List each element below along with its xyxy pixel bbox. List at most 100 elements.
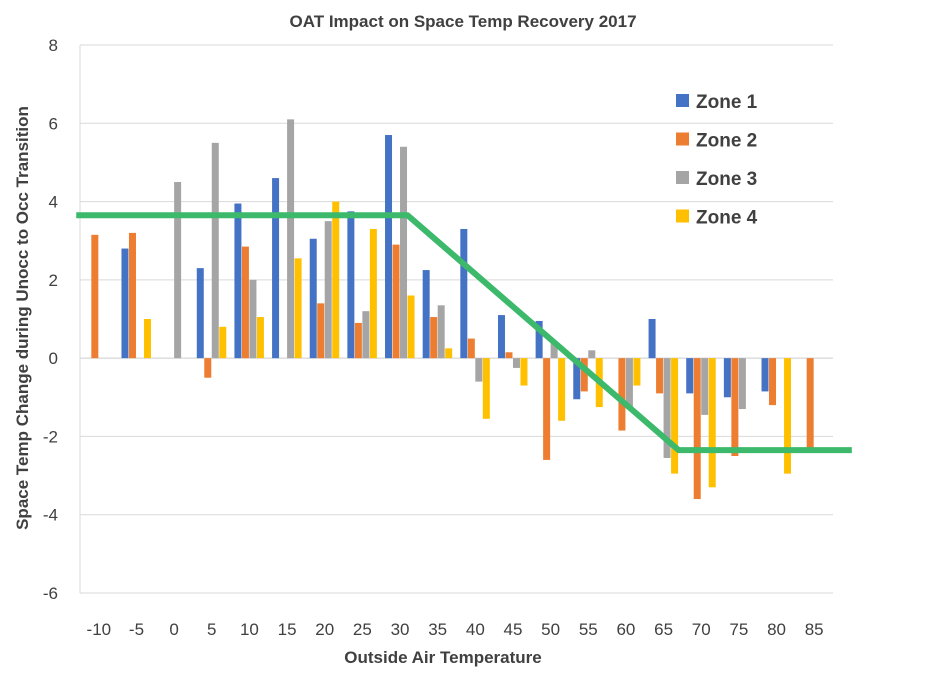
bar-zone-4-15 [294,258,302,359]
bar-zone-3-75 [738,358,746,410]
bar-zone-1-55 [573,358,581,400]
bar-zone-2-60 [618,358,626,431]
chart-title: OAT Impact on Space Temp Recovery 2017 [289,12,636,31]
x-tick-label: 25 [353,620,372,639]
y-tick-label: -2 [43,427,58,446]
y-tick-label: 6 [49,114,58,133]
x-tick-label: 55 [579,620,598,639]
x-tick-label: 75 [729,620,748,639]
x-tick-label: 30 [391,620,410,639]
bar-zone-1-65 [648,319,656,359]
bar-zone-1-15 [272,178,280,359]
bar-zone-2-65 [656,358,664,394]
x-tick-label: 40 [466,620,485,639]
x-tick-label: -5 [129,620,144,639]
bar-zone-3-70 [701,358,709,415]
bar-zone-2-80 [769,358,777,406]
bar-zone-1-30 [385,135,393,359]
x-tick-label: -10 [87,620,112,639]
bar-zone-4--5 [143,319,151,359]
bar-zone-3-65 [663,358,671,458]
x-tick-label: 45 [504,620,523,639]
trend-line [76,212,852,454]
bar-zone-4-80 [784,358,792,474]
bar-zone-3-5 [211,142,219,359]
bar-zone-2-35 [430,317,438,359]
bar-zone-2--5 [128,232,136,359]
x-tick-label: 85 [805,620,824,639]
y-tick-label: 0 [49,349,58,368]
bar-zone-2-10 [241,246,249,359]
legend-label: Zone 3 [696,169,757,190]
x-tick-label: 65 [654,620,673,639]
x-tick-label: 15 [278,620,297,639]
bar-zone-2-40 [467,338,475,359]
bar-zone-2-20 [317,303,325,359]
bar-zone-2-50 [543,358,551,460]
bar-zone-4-35 [445,348,453,359]
bar-zone-1-25 [347,211,355,359]
legend-swatch [676,171,689,184]
bar-zone-4-65 [671,358,679,474]
y-tick-label: -6 [43,584,58,603]
legend-label: Zone 4 [696,208,758,229]
bar-zone-3-45 [512,358,520,368]
bar-zone-1-10 [234,203,242,359]
legend-swatch [676,94,689,107]
legend-swatch [676,209,689,223]
bar-zone-1-80 [761,358,769,392]
bar-zone-2-75 [731,358,739,456]
x-tick-label: 70 [692,620,711,639]
bar-zone-2-25 [354,322,362,359]
bar-zone-3-55 [588,350,596,359]
legend-label: Zone 1 [696,92,758,113]
bar-zone-2-70 [693,358,701,500]
x-axis-label: Outside Air Temperature [344,648,541,667]
bar-zone-1-70 [686,358,694,394]
bar-zone-4-5 [219,326,227,359]
x-tick-label: 35 [428,620,447,639]
x-tick-label: 80 [767,620,786,639]
bar-zone-3-15 [287,119,295,359]
x-tick-label: 5 [207,620,216,639]
bar-zone-2--10 [91,234,99,359]
bar-zone-2-30 [392,244,400,359]
bar-zone-4-70 [708,358,716,488]
bar-zone-2-85 [806,358,814,449]
bar-zone-4-45 [520,358,528,386]
bar-zone-3-0 [174,182,182,359]
x-tick-label: 0 [169,620,178,639]
bar-zone-2-55 [580,358,588,392]
bar-zone-3-50 [550,342,558,359]
y-tick-label: 8 [49,36,58,55]
bar-zone-1-45 [497,315,505,359]
bar-zone-3-40 [475,358,483,382]
bar-zone-3-20 [324,221,332,359]
y-tick-label: 2 [49,271,58,290]
bar-zone-3-10 [249,279,257,359]
legend-label: Zone 2 [696,131,757,152]
y-axis-label: Space Temp Change during Unocc to Occ Tr… [13,106,32,530]
x-tick-label: 20 [315,620,334,639]
y-tick-label: -4 [43,506,58,525]
bar-zone-3-60 [625,358,633,408]
bar-zone-4-10 [256,317,264,359]
y-tick-label: 4 [49,193,58,212]
bar-zone-2-45 [505,352,513,359]
legend-swatch [676,132,689,146]
bar-zone-4-20 [332,201,340,359]
bar-zone-1--5 [121,248,129,359]
bar-zone-1-40 [460,228,468,359]
x-tick-label: 10 [240,620,259,639]
bar-zone-1-75 [723,358,731,398]
bar-zone-1-35 [422,270,430,359]
x-tick-label: 50 [541,620,560,639]
bar-zone-2-5 [204,358,212,378]
bar-zone-4-60 [633,358,641,386]
bar-zone-1-5 [196,268,204,359]
bar-zone-4-30 [407,295,415,359]
x-tick-label: 60 [616,620,635,639]
bar-zone-4-25 [369,228,377,359]
bar-zone-1-20 [309,238,317,359]
